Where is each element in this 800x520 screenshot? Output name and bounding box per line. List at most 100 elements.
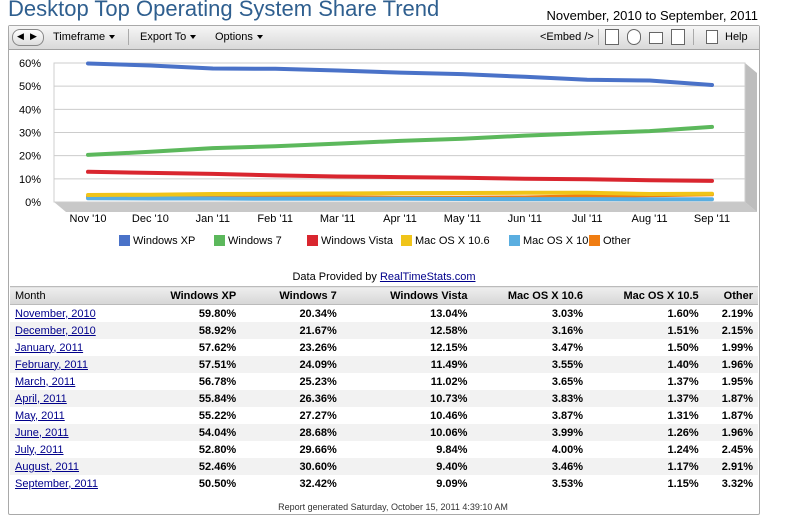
share-cell: 9.09% — [436, 477, 468, 490]
data-provided-line: Data Provided by RealTimeStats.com — [9, 271, 759, 283]
column-header: Windows 7 — [241, 286, 342, 305]
y-tick-label: 0% — [25, 197, 41, 209]
share-cell: 20.34% — [299, 307, 337, 320]
series-line — [86, 196, 714, 202]
share-cell: 1.60% — [667, 307, 699, 320]
share-cell: 10.73% — [341, 390, 473, 407]
share-cell: 1.26% — [588, 424, 704, 441]
share-cell: 1.17% — [588, 458, 704, 475]
toolbar: ◀ ▶ Timeframe Export To Options <Embed /… — [9, 26, 759, 50]
x-tick-label: Jan '11 — [196, 213, 230, 225]
month-link[interactable]: June, 2011 — [15, 426, 69, 439]
print-icon[interactable] — [649, 32, 663, 44]
share-cell: 12.15% — [430, 341, 468, 354]
share-cell: 11.49% — [341, 356, 473, 373]
export-to-menu[interactable]: Export To — [140, 31, 197, 43]
x-tick-label: Mar '11 — [320, 213, 356, 225]
table-row: March, 2011 56.78% 25.23% 11.02% 3.65% 1.37% 1… — [10, 373, 758, 390]
share-cell: 13.04% — [430, 307, 468, 320]
month-link[interactable]: November, 2010 — [15, 307, 96, 320]
share-cell: 25.23% — [299, 375, 337, 388]
table-row: June, 2011 54.04% 28.68% 10.06% 3.99% 1.26% 1.… — [10, 424, 758, 441]
month-cell: July, 2011 — [10, 441, 141, 458]
x-tick-label: Sep '11 — [694, 213, 730, 225]
options-menu[interactable]: Options — [215, 31, 263, 43]
page-title: Desktop Top Operating System Share Trend — [8, 0, 440, 21]
month-link[interactable]: April, 2011 — [15, 392, 67, 405]
share-cell: 1.87% — [703, 390, 758, 407]
embed-button[interactable]: <Embed /> — [540, 31, 594, 43]
chevron-down-icon — [109, 35, 116, 40]
month-link[interactable]: July, 2011 — [15, 443, 64, 456]
month-cell: March, 2011 — [10, 373, 141, 390]
legend-swatch — [401, 235, 412, 246]
share-cell: 29.66% — [299, 443, 337, 456]
month-cell: September, 2011 — [10, 475, 141, 492]
share-cell: 3.47% — [551, 341, 584, 354]
month-cell: August, 2011 — [10, 458, 141, 475]
legend-label: Mac OS X 10.6 — [415, 235, 490, 247]
month-link[interactable]: January, 2011 — [15, 341, 84, 354]
series-line — [86, 190, 714, 197]
share-cell: 1.15% — [667, 477, 699, 490]
month-cell: June, 2011 — [10, 424, 141, 441]
share-cell: 3.53% — [551, 477, 584, 490]
share-cell: 54.04% — [140, 424, 242, 441]
share-cell: 3.46% — [472, 458, 589, 475]
month-link[interactable]: December, 2010 — [15, 324, 96, 337]
month-link[interactable]: March, 2011 — [15, 375, 76, 388]
table-row: April, 2011 55.84% 26.36% 10.73% 3.83% 1.37% 1… — [10, 390, 758, 407]
columns-icon[interactable] — [605, 29, 619, 45]
legend-label: Windows Vista — [321, 235, 393, 247]
share-table: Month Windows XP Windows 7 Windows Vista Mac… — [10, 286, 758, 492]
table-row: January, 2011 57.62% 23.26% 12.15% 3.47% 1.50… — [10, 339, 758, 356]
report-footer: Report generated Saturday, October 15, 2… — [278, 502, 508, 512]
help-button[interactable]: Help — [725, 31, 748, 43]
legend-item: Windows 7 — [214, 235, 282, 247]
month-link[interactable]: February, 2011 — [15, 358, 88, 371]
x-tick-label: Dec '10 — [132, 213, 169, 225]
back-arrow-icon[interactable]: ◀ — [17, 31, 24, 41]
toolbar-divider — [693, 29, 694, 45]
month-cell: February, 2011 — [10, 356, 141, 373]
share-cell: 4.00% — [551, 443, 584, 456]
chevron-down-icon — [190, 35, 197, 40]
legend-item: Windows XP — [119, 235, 195, 247]
share-cell: 21.67% — [241, 322, 342, 339]
export-to-label: Export To — [140, 31, 187, 43]
table-body: November, 2010 59.80% 20.34% 13.04% 3.03% 1.6… — [10, 305, 758, 493]
nav-buttons[interactable]: ◀ ▶ — [12, 29, 44, 46]
share-cell: 1.96% — [703, 424, 758, 441]
month-link[interactable]: September, 2011 — [15, 477, 98, 490]
legend-swatch — [119, 235, 130, 246]
series-line — [86, 124, 714, 157]
document-icon[interactable] — [671, 29, 685, 45]
share-cell: 32.42% — [299, 477, 337, 490]
share-cell: 1.24% — [667, 443, 699, 456]
share-cell: 10.06% — [341, 424, 473, 441]
share-cell: 1.37% — [667, 375, 699, 388]
share-cell: 3.99% — [472, 424, 589, 441]
zoom-icon[interactable] — [627, 29, 641, 45]
series-line — [86, 61, 714, 87]
help-icon[interactable] — [706, 30, 718, 44]
month-link[interactable]: May, 2011 — [15, 409, 65, 422]
legend-swatch — [214, 235, 225, 246]
x-tick-label: Jul '11 — [572, 213, 603, 225]
timeframe-label: Timeframe — [53, 31, 106, 43]
share-cell: 2.15% — [703, 322, 758, 339]
share-cell: 23.26% — [299, 341, 337, 354]
realtimestats-link[interactable]: RealTimeStats.com — [379, 271, 476, 283]
data-provided-prefix: Data Provided by — [292, 271, 377, 283]
legend-item: Mac OS X 10.5 — [509, 235, 598, 247]
month-link[interactable]: August, 2011 — [15, 460, 80, 473]
share-cell: 55.84% — [140, 390, 242, 407]
y-tick-label: 30% — [19, 128, 41, 140]
forward-arrow-icon[interactable]: ▶ — [30, 31, 37, 41]
share-cell: 57.51% — [140, 356, 242, 373]
share-cell: 12.58% — [341, 322, 473, 339]
column-header: Mac OS X 10.5 — [588, 286, 704, 305]
month-cell: December, 2010 — [10, 322, 141, 339]
share-cell: 26.36% — [241, 390, 342, 407]
timeframe-menu[interactable]: Timeframe — [53, 31, 116, 43]
